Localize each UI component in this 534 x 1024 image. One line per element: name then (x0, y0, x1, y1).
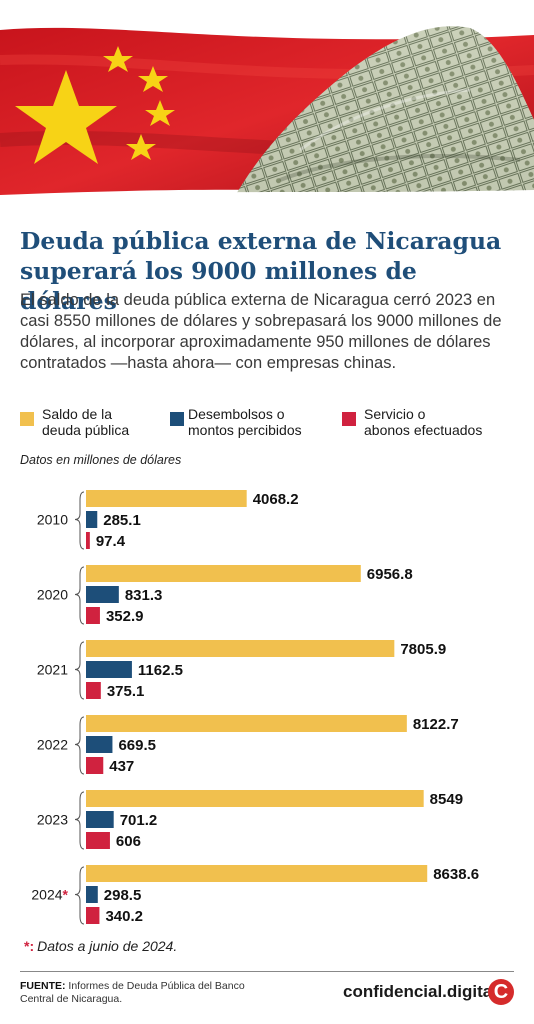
divider (20, 971, 514, 972)
china-flag-money-illustration (0, 0, 534, 210)
bar-servicio-2024 (86, 907, 100, 924)
chart-legend: Saldo de la deuda pública Desembolsos o … (20, 406, 520, 446)
bar-desembolsos-2024 (86, 886, 98, 903)
source-text: Informes de Deuda Pública del Banco Cent… (20, 980, 245, 1005)
source-label: FUENTE: (20, 980, 66, 992)
legend-label-desembolsos-line2: montos percibidos (188, 422, 302, 438)
legend-label-servicio: Servicio o abonos efectuados (364, 406, 482, 438)
bar-desembolsos-2020 (86, 586, 119, 603)
brand-logo-letter: C (493, 981, 509, 1003)
data-label-servicio-2024: 340.2 (105, 908, 143, 925)
legend-swatch-saldo (20, 412, 34, 426)
bar-saldo-2021 (86, 640, 395, 657)
asterisk-marker: * (63, 887, 69, 903)
data-label-saldo-2021: 7805.9 (400, 641, 446, 658)
group-brace (74, 566, 85, 625)
data-label-desembolsos-2022: 669.5 (118, 737, 156, 754)
bar-desembolsos-2022 (86, 736, 113, 753)
data-label-saldo-2010: 4068.2 (253, 491, 299, 508)
data-label-saldo-2022: 8122.7 (413, 716, 459, 733)
legend-label-saldo-line1: Saldo de la (42, 406, 113, 422)
year-label-2020: 2020 (37, 587, 68, 603)
data-label-servicio-2021: 375.1 (107, 683, 145, 700)
data-label-servicio-2022: 437 (109, 758, 134, 775)
year-label-2024: 2024* (31, 887, 68, 903)
bar-chart: 20104068.2285.197.420206956.8831.3352.92… (31, 490, 479, 925)
data-label-servicio-2020: 352.9 (106, 608, 144, 625)
page-subtitle: El saldo de la deuda pública externa de … (20, 291, 502, 372)
bar-saldo-2020 (86, 565, 361, 582)
data-label-desembolsos-2020: 831.3 (125, 587, 163, 604)
legend-label-servicio-line2: abonos efectuados (364, 422, 483, 438)
legend-label-saldo-line2: deuda pública (42, 422, 130, 438)
footnote-marker: *: (24, 938, 35, 954)
bar-saldo-2010 (86, 490, 247, 507)
group-brace (74, 791, 85, 850)
data-label-saldo-2023: 8549 (430, 791, 463, 808)
data-label-desembolsos-2010: 285.1 (103, 512, 141, 529)
footnote: *: Datos a junio de 2024. (24, 938, 177, 954)
group-brace (74, 641, 85, 700)
data-label-servicio-2010: 97.4 (96, 533, 126, 550)
brand-logo-icon: C (488, 979, 514, 1005)
bar-desembolsos-2021 (86, 661, 132, 678)
data-label-saldo-2024: 8638.6 (433, 866, 479, 883)
units-note: Datos en millones de dólares (20, 453, 182, 467)
legend-label-saldo: Saldo de la deuda pública (42, 406, 129, 438)
legend-swatch-servicio (342, 412, 356, 426)
page-title: Deuda pública externa de Nicaragua super… (20, 227, 502, 315)
bar-desembolsos-2010 (86, 511, 98, 528)
bar-group-2023: 2023 8549 701.2 606 (37, 790, 463, 850)
legend-label-desembolsos-line1: Desembolsos o (188, 406, 285, 422)
data-label-desembolsos-2023: 701.2 (120, 812, 158, 829)
data-label-desembolsos-2024: 298.5 (104, 887, 142, 904)
data-label-servicio-2023: 606 (116, 833, 141, 850)
bar-saldo-2023 (86, 790, 424, 807)
year-label-2022: 2022 (37, 737, 68, 753)
bar-servicio-2010 (86, 532, 90, 549)
source-note: FUENTE: Informes de Deuda Pública del Ba… (20, 980, 280, 1006)
group-brace (74, 866, 85, 925)
bar-group-2010: 2010 4068.2 285.1 97.4 (37, 490, 299, 550)
group-brace (74, 491, 85, 550)
bar-group-2021: 2021 7805.9 1162.5 375.1 (37, 640, 446, 700)
bar-desembolsos-2023 (86, 811, 114, 828)
bar-servicio-2022 (86, 757, 104, 774)
bar-servicio-2020 (86, 607, 100, 624)
hero-image (0, 0, 534, 210)
legend-label-servicio-line1: Servicio o (364, 406, 426, 422)
group-brace (74, 716, 85, 775)
bar-servicio-2023 (86, 832, 110, 849)
bar-saldo-2022 (86, 715, 407, 732)
bar-servicio-2021 (86, 682, 101, 699)
year-label-2023: 2023 (37, 812, 68, 828)
bar-group-2022: 2022 8122.7 669.5 437 (37, 715, 459, 775)
data-label-desembolsos-2021: 1162.5 (138, 662, 183, 679)
bar-group-2024: 2024* 8638.6 298.5 340.2 (31, 865, 479, 925)
footnote-text: Datos a junio de 2024. (37, 938, 178, 954)
bar-group-2020: 2020 6956.8 831.3 352.9 (37, 565, 413, 625)
legend-label-desembolsos: Desembolsos o montos percibidos (188, 406, 302, 438)
legend-swatch-desembolsos (170, 412, 184, 426)
brand-name: confidencial.digital (343, 982, 497, 1001)
data-label-saldo-2020: 6956.8 (367, 566, 413, 583)
bar-saldo-2024 (86, 865, 428, 882)
year-label-2021: 2021 (37, 662, 68, 678)
year-label-2010: 2010 (37, 512, 68, 528)
